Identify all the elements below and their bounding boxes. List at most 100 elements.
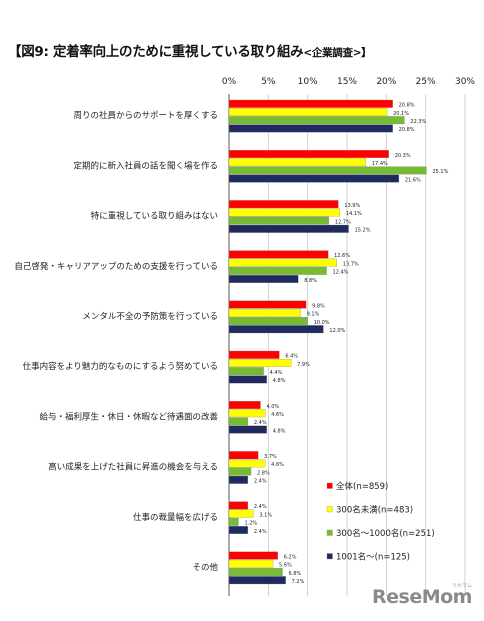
- x-tick-label: 25%: [416, 77, 436, 87]
- data-label: 10.0%: [314, 320, 330, 326]
- category-label: メンタル不全の予防策を行っている: [82, 311, 218, 322]
- data-label: 14.1%: [346, 211, 362, 217]
- legend-label: 300名未満(n=483): [336, 505, 413, 516]
- legend-swatch: [326, 529, 333, 536]
- bar: [228, 568, 283, 576]
- data-label: 9.1%: [307, 312, 320, 318]
- data-label: 12.6%: [334, 253, 350, 259]
- data-label: 13.9%: [344, 203, 360, 209]
- data-label: 17.4%: [372, 161, 388, 167]
- data-label: 12.4%: [333, 270, 349, 276]
- data-label: 20.3%: [395, 153, 411, 159]
- data-label: 9.8%: [312, 303, 325, 309]
- data-label: 2.4%: [254, 420, 267, 426]
- data-label: 12.0%: [329, 328, 345, 334]
- bar: [228, 475, 249, 484]
- category-label: 自己啓発・キャリアアップのための支援を行っている: [14, 261, 218, 272]
- bar: [228, 174, 400, 183]
- category-label: 高い成果を上げた社員に昇進の機会を与える: [48, 462, 218, 473]
- x-tick-label: 5%: [261, 77, 276, 87]
- bar: [228, 150, 389, 158]
- data-label: 3.1%: [259, 512, 272, 518]
- data-label: 4.8%: [273, 428, 286, 434]
- bar: [228, 551, 278, 560]
- data-label: 4.0%: [266, 404, 279, 410]
- legend-label: 300名～1000名(n=251): [336, 528, 435, 539]
- bar: [228, 409, 266, 418]
- bar: [228, 216, 330, 225]
- data-label: 2.8%: [257, 470, 270, 476]
- legend-swatch: [326, 506, 333, 513]
- data-label: 5.6%: [279, 563, 292, 569]
- data-label: 1.2%: [244, 521, 257, 527]
- bar: [228, 467, 252, 476]
- data-label: 20.8%: [399, 103, 415, 109]
- legend-swatch: [326, 482, 333, 489]
- bar: [228, 425, 267, 434]
- data-label: 25.1%: [432, 169, 448, 175]
- data-label: 6.8%: [288, 571, 301, 577]
- legend-swatch: [326, 553, 333, 560]
- data-label: 12.7%: [335, 219, 351, 225]
- bar: [228, 501, 249, 510]
- category-label: 定期的に新入社員の話を聞く場を作る: [73, 160, 218, 171]
- data-label: 2.4%: [254, 504, 267, 510]
- data-label: 20.1%: [393, 111, 409, 117]
- bar: [228, 350, 280, 359]
- bar: [228, 258, 337, 267]
- bar: [228, 224, 349, 233]
- title-sub: <企業調査>】: [303, 47, 372, 59]
- bar: [228, 526, 249, 534]
- data-label: 4.6%: [271, 412, 284, 418]
- data-label: 20.8%: [399, 127, 415, 133]
- data-label: 2.4%: [254, 479, 267, 485]
- bar: [228, 517, 239, 526]
- bar: [228, 325, 324, 334]
- data-label: 15.2%: [355, 228, 371, 234]
- bar: [228, 266, 327, 275]
- data-label: 4.8%: [273, 378, 286, 384]
- category-label: その他: [192, 562, 218, 573]
- data-label: 6.4%: [285, 354, 298, 360]
- bar: [228, 375, 267, 384]
- bar: [228, 108, 388, 116]
- bar: [228, 200, 339, 209]
- bar: [228, 116, 405, 125]
- x-tick-label: 0%: [222, 77, 237, 87]
- category-label: 特に重視している取り組みはない: [91, 211, 218, 222]
- category-label: 仕事内容をより魅力的なものにするよう努めている: [23, 361, 218, 372]
- data-label: 4.6%: [271, 462, 284, 468]
- bar: [228, 417, 249, 426]
- bar: [228, 317, 308, 325]
- resemom-logo-small: リセマム: [452, 583, 473, 589]
- bar: [228, 275, 299, 283]
- bar: [228, 401, 261, 409]
- bar: [228, 509, 254, 518]
- bar: [228, 158, 367, 167]
- bar: [228, 459, 266, 468]
- data-label: 21.6%: [405, 177, 421, 183]
- data-label: 7.2%: [292, 579, 305, 585]
- bar: [228, 250, 329, 259]
- data-label: 4.4%: [270, 370, 283, 376]
- bar: [228, 124, 393, 133]
- data-label: 22.3%: [410, 119, 426, 125]
- resemom-logo: ReseMom: [372, 586, 472, 608]
- data-label: 8.8%: [304, 278, 317, 284]
- x-tick-label: 30%: [455, 77, 475, 87]
- data-label: 6.2%: [284, 554, 297, 560]
- data-label: 7.9%: [297, 362, 310, 368]
- bar: [228, 308, 301, 317]
- legend-label: 全体(n=859): [336, 481, 388, 492]
- bar: [228, 451, 259, 460]
- bar: [228, 300, 307, 309]
- bar: [228, 559, 274, 568]
- data-label: 2.4%: [254, 529, 267, 535]
- bar: [228, 208, 341, 217]
- chart-title: 【図9: 定着率向上のために重視している取り組み<企業調査>】: [8, 40, 478, 60]
- data-label: 3.7%: [264, 454, 277, 460]
- category-label: 給与・福利厚生・休日・休暇など待遇面の改善: [39, 411, 218, 422]
- bar: [228, 99, 393, 108]
- bar: [228, 166, 427, 175]
